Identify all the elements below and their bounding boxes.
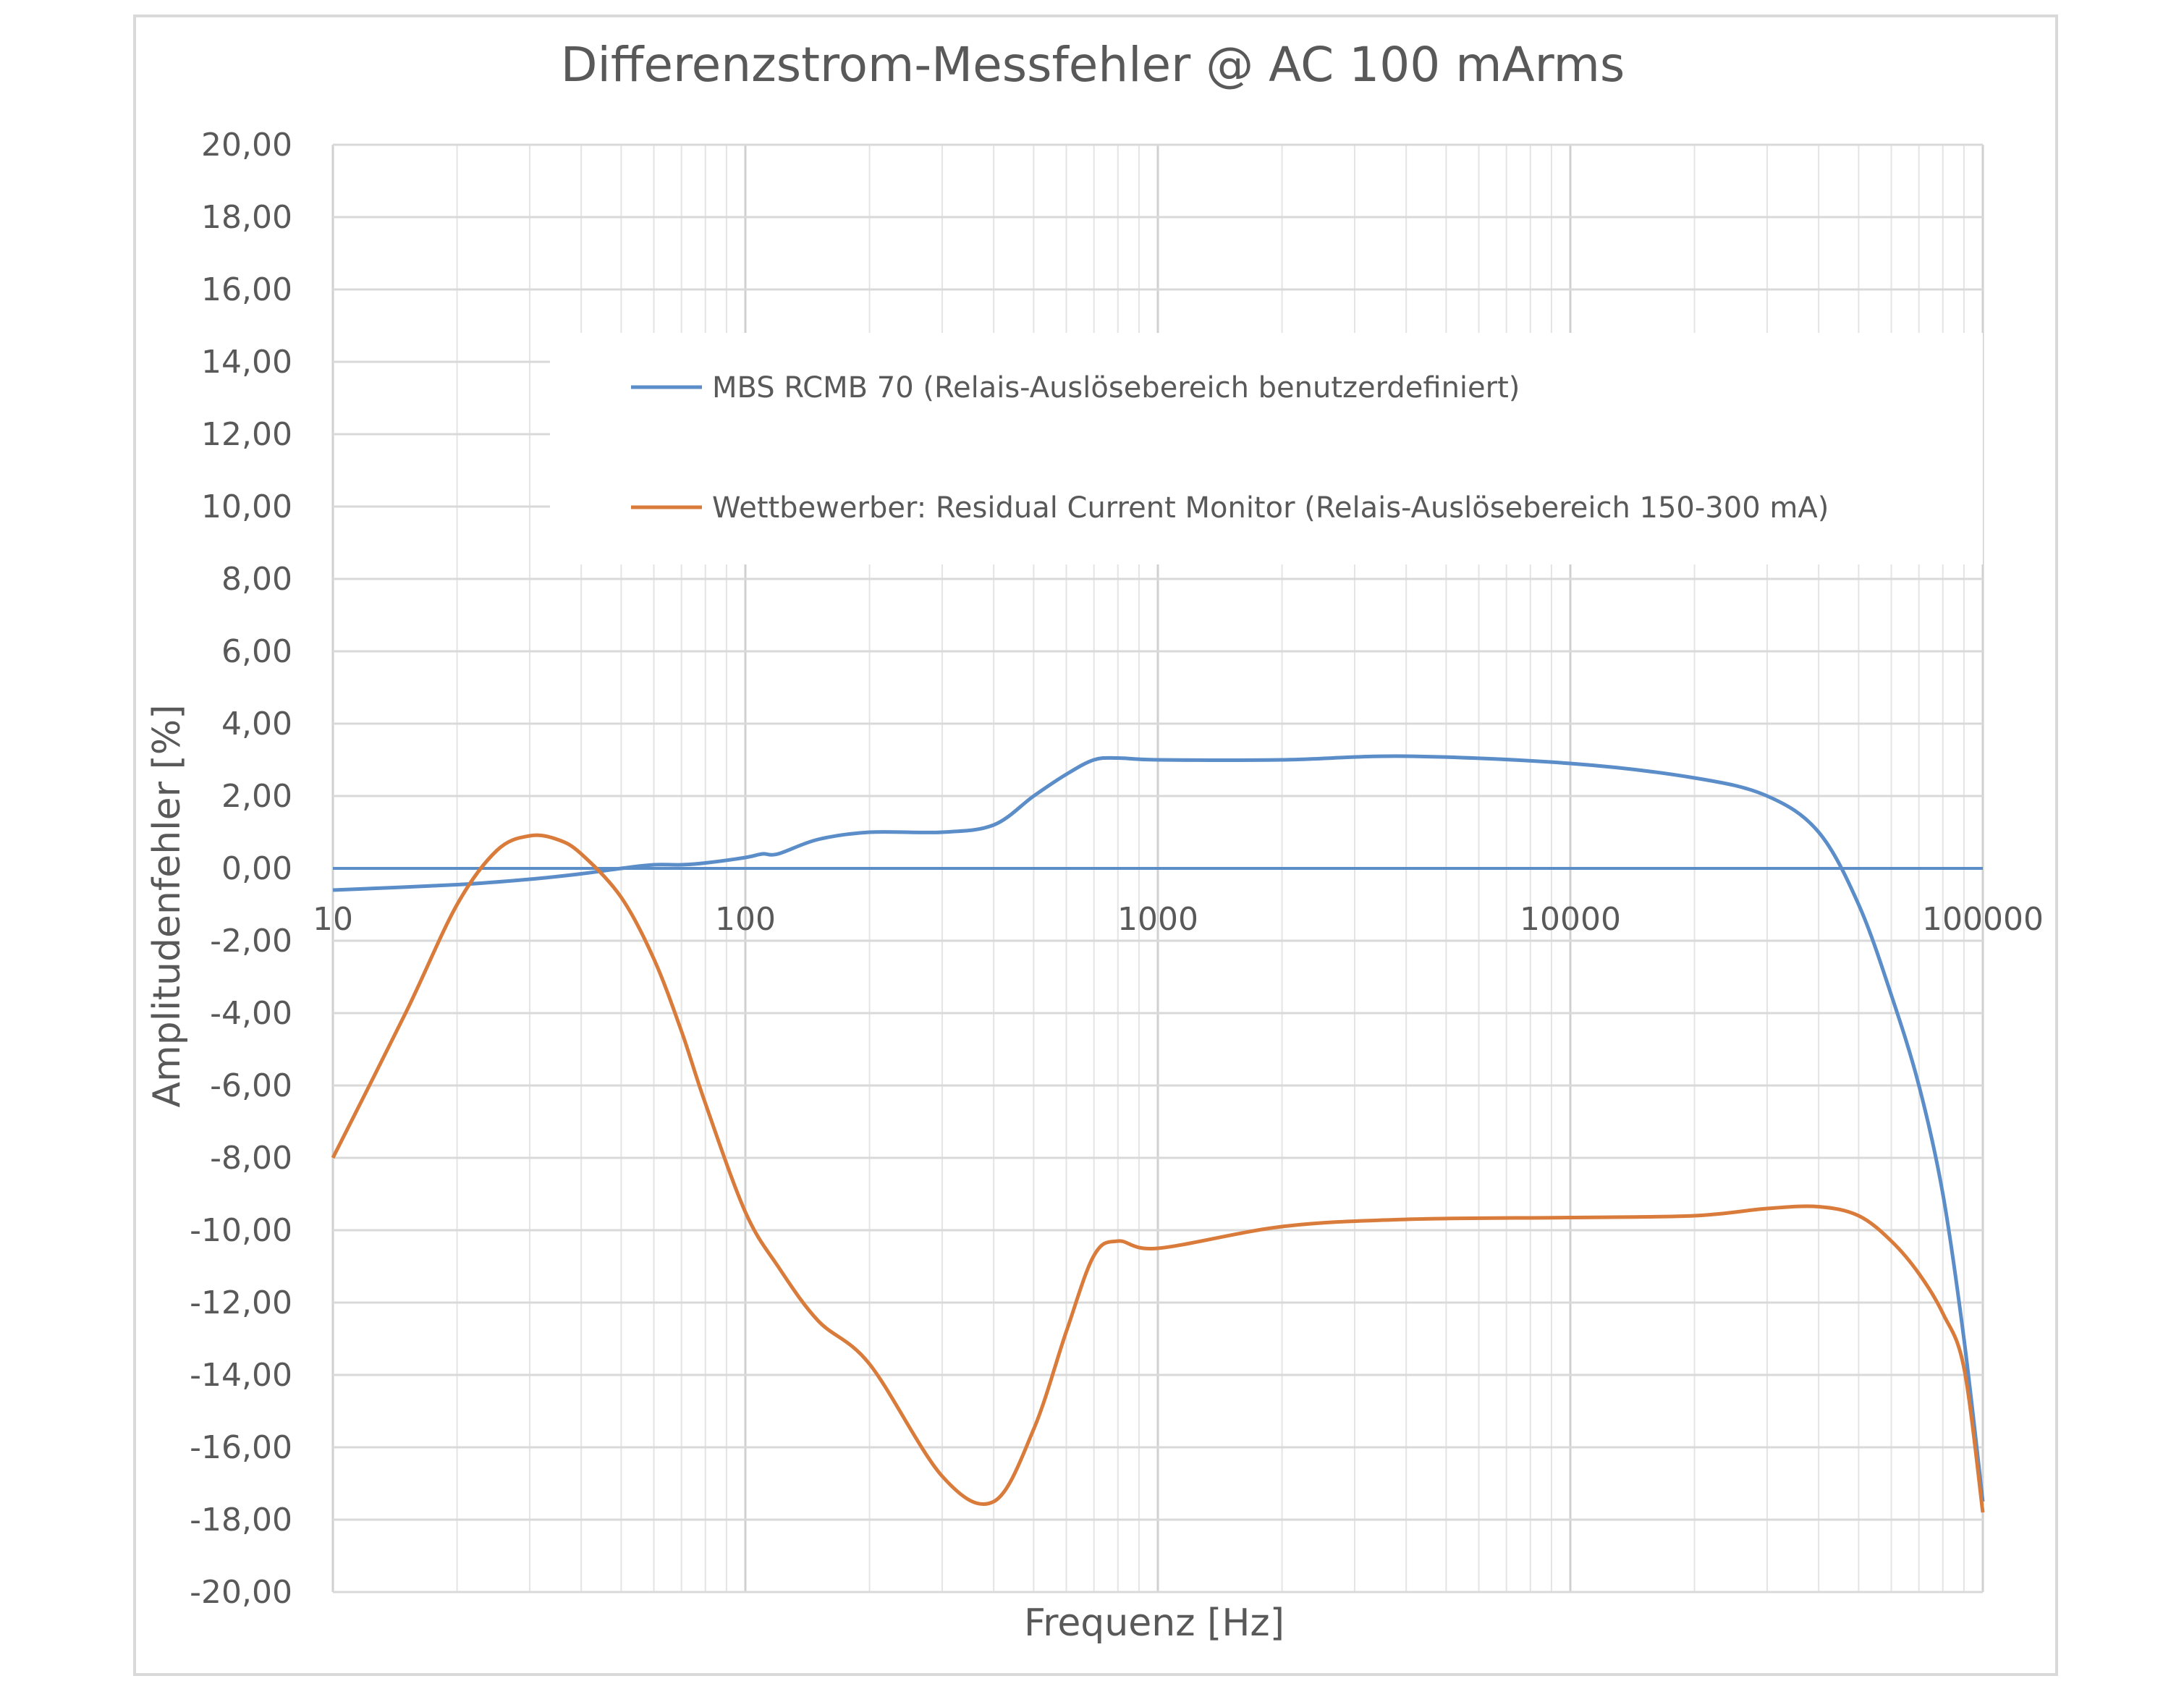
y-tick-label: -4,00 <box>210 995 292 1032</box>
legend-box <box>550 333 1983 564</box>
y-tick-label: -12,00 <box>190 1284 292 1321</box>
y-tick-label: 18,00 <box>201 199 292 236</box>
x-tick-label: 100 <box>715 901 776 938</box>
y-tick-labels: 20,00 18,00 16,00 14,00 12,00 10,00 8,00 6,00 4,… <box>190 127 292 1611</box>
y-tick-label: 0,00 <box>221 850 292 887</box>
x-tick-label: 1000 <box>1117 901 1198 938</box>
y-tick-label: 8,00 <box>221 561 292 598</box>
legend-label-2: Wettbewerber: Residual Current Monitor (… <box>712 491 1829 525</box>
x-tick-label: 100000 <box>1922 901 2044 938</box>
y-tick-label: -10,00 <box>190 1212 292 1249</box>
y-tick-label: -14,00 <box>190 1357 292 1394</box>
legend-background <box>550 333 1983 564</box>
y-tick-label: 20,00 <box>201 127 292 164</box>
x-axis-title: Frequenz [Hz] <box>1024 1601 1284 1645</box>
y-tick-label: 6,00 <box>221 633 292 670</box>
series-layer <box>331 754 1985 1513</box>
y-tick-label: -16,00 <box>190 1429 292 1466</box>
series-line-2 <box>331 833 1985 1513</box>
y-tick-label: 12,00 <box>201 416 292 453</box>
legend: MBS RCMB 70 (Relais-Auslösebereich benut… <box>631 371 1829 525</box>
x-tick-label: 10000 <box>1520 901 1621 938</box>
y-tick-label: 4,00 <box>221 706 292 742</box>
y-tick-label: -2,00 <box>210 923 292 960</box>
y-tick-label: -8,00 <box>210 1140 292 1177</box>
y-tick-label: 14,00 <box>201 344 292 381</box>
y-tick-label: 16,00 <box>201 271 292 308</box>
legend-label-1: MBS RCMB 70 (Relais-Auslösebereich benut… <box>712 371 1520 405</box>
chart-title: Differenzstrom-Messfehler @ AC 100 mArms <box>561 37 1625 93</box>
y-tick-label: 2,00 <box>221 778 292 815</box>
series-line-1 <box>332 754 1985 1502</box>
y-tick-label: 10,00 <box>201 488 292 525</box>
y-tick-label: -20,00 <box>190 1574 292 1611</box>
y-tick-label: -18,00 <box>190 1502 292 1538</box>
chart-frame <box>133 14 2058 1676</box>
x-tick-label: 10 <box>313 901 353 938</box>
y-tick-label: -6,00 <box>210 1067 292 1104</box>
y-axis-title: Amplitudenfehler [%] <box>145 704 189 1107</box>
x-tick-labels: 10 100 1000 10000 100000 <box>313 901 2044 938</box>
